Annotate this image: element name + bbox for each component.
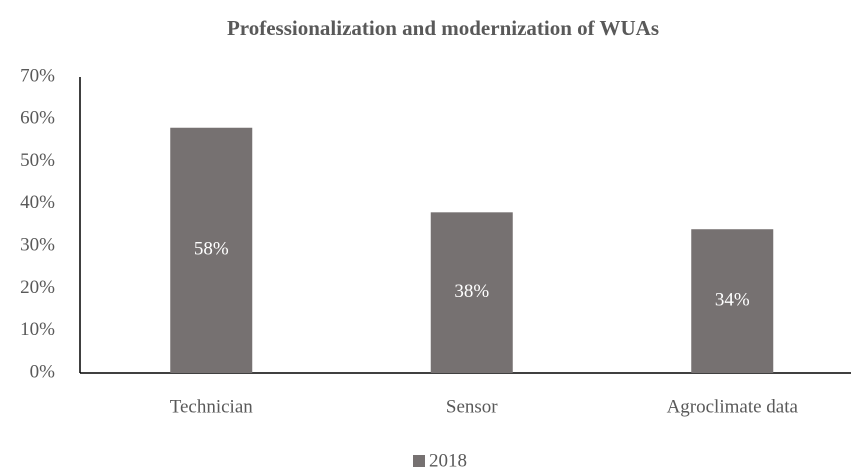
bar — [691, 229, 774, 373]
data-label: 58% — [194, 239, 229, 260]
legend-label: 2018 — [429, 450, 467, 471]
bar — [170, 127, 253, 373]
x-tick-label: Technician — [170, 396, 254, 417]
y-tick-label: 70% — [20, 65, 55, 86]
y-tick-label: 50% — [20, 150, 55, 171]
legend-swatch — [413, 455, 425, 467]
y-tick-label: 0% — [30, 361, 56, 382]
y-tick-label: 60% — [20, 108, 55, 129]
y-tick-label: 20% — [20, 277, 55, 298]
data-label: 38% — [454, 281, 489, 302]
y-tick-label: 30% — [20, 235, 55, 256]
x-tick-label: Sensor — [446, 396, 498, 417]
chart-title: Professionalization and modernization of… — [227, 16, 659, 40]
y-tick-label: 10% — [20, 319, 55, 340]
bar — [430, 212, 513, 373]
y-tick-label: 40% — [20, 192, 55, 213]
data-label: 34% — [715, 289, 750, 310]
x-tick-label: Agroclimate data — [667, 396, 799, 417]
